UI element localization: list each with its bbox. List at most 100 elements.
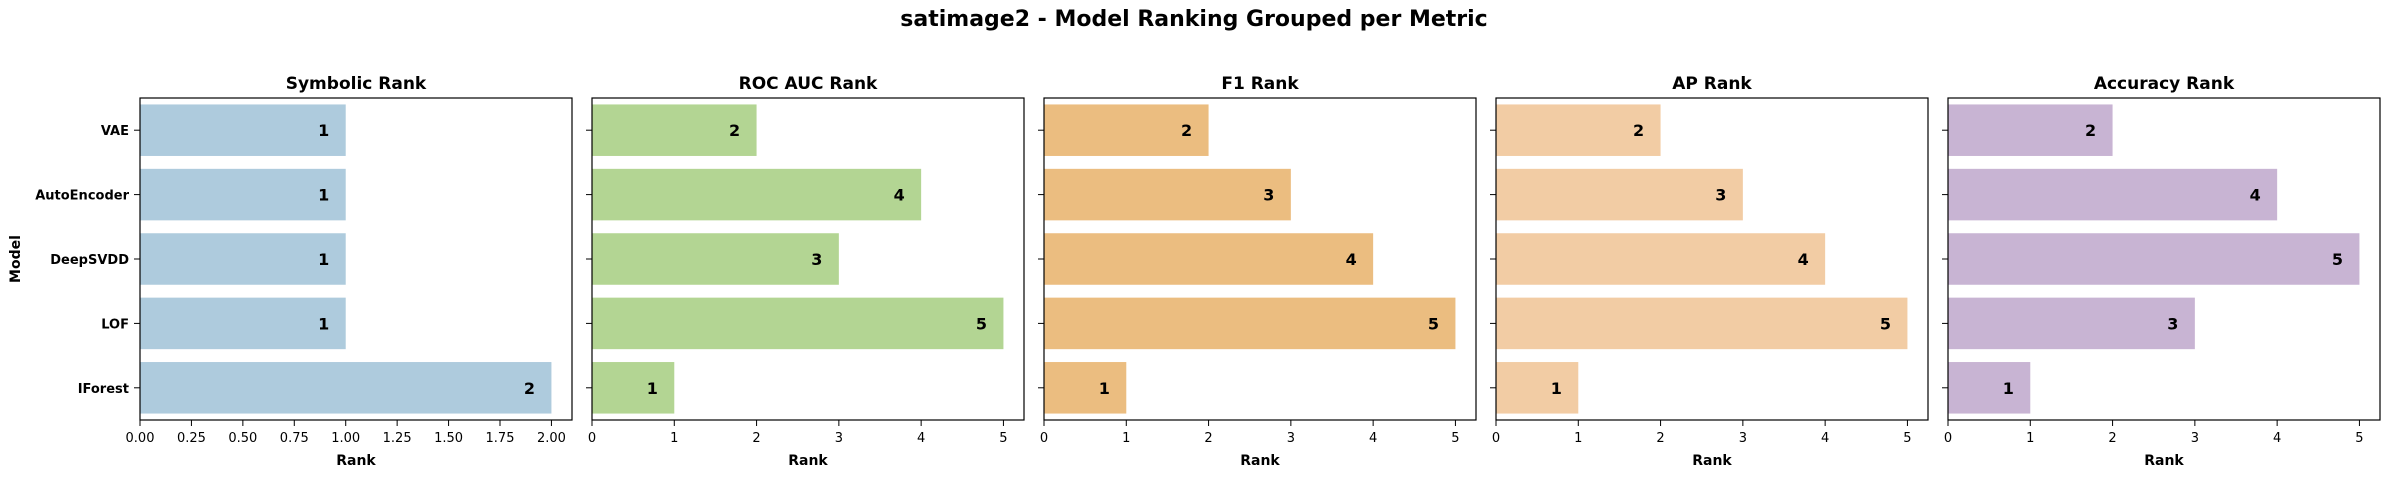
bar-value-label: 3 — [1263, 186, 1274, 205]
bar-value-label: 4 — [1798, 250, 1809, 269]
panel-4: 2 3 4 5 1 0 1 2 3 4 5 AP Rank Rank — [1490, 74, 1929, 469]
bar-value-label: 1 — [318, 250, 329, 269]
bar-value-label: 4 — [2250, 186, 2261, 205]
bar — [140, 362, 552, 414]
bar — [1496, 168, 1743, 221]
x-tick-label: 0 — [1040, 431, 1048, 446]
bar-value-label: 2 — [1181, 121, 1192, 140]
x-tick-label: 5 — [999, 431, 1007, 446]
x-tick-label: 1.75 — [486, 431, 515, 446]
panel-5: 2 4 5 3 1 0 1 2 3 4 5 Accuracy Rank Rank — [1942, 74, 2381, 469]
x-tick-label: 0.25 — [177, 431, 206, 446]
x-axis-label: Rank — [788, 453, 828, 469]
x-tick-label: 3 — [1739, 431, 1747, 446]
category-label: IForest — [78, 382, 129, 397]
panel-title: Symbolic Rank — [286, 74, 427, 94]
bar — [140, 104, 346, 156]
bar-value-label: 4 — [894, 186, 905, 205]
bar — [1948, 104, 2113, 156]
category-label: LOF — [101, 317, 129, 332]
bar-value-label: 4 — [1346, 250, 1357, 269]
bar-value-label: 2 — [1633, 121, 1644, 140]
x-tick-label: 2 — [2108, 431, 2116, 446]
bar-value-label: 3 — [811, 250, 822, 269]
x-tick-label: 4 — [2273, 431, 2281, 446]
bar — [592, 104, 757, 156]
axes-frame — [591, 97, 1025, 421]
bar — [592, 297, 1004, 350]
bar-value-label: 2 — [729, 121, 740, 140]
x-tick-label: 1 — [670, 431, 678, 446]
bar — [1496, 362, 1579, 414]
bar-value-label: 1 — [1551, 379, 1562, 398]
x-tick-label: 1 — [1122, 431, 1130, 446]
bar — [1044, 233, 1374, 285]
bar-value-label: 1 — [647, 379, 658, 398]
x-tick-label: 2.00 — [537, 431, 566, 446]
bar — [1044, 168, 1291, 221]
category-label: VAE — [101, 124, 129, 139]
axes-frame — [139, 97, 573, 421]
bar — [1948, 168, 2278, 221]
x-tick-label: 0.75 — [280, 431, 309, 446]
x-tick-label: 0 — [588, 431, 596, 446]
x-tick-label: 0.50 — [228, 431, 257, 446]
x-tick-label: 0 — [1944, 431, 1952, 446]
bar-value-label: 5 — [976, 314, 987, 333]
panel-title: Accuracy Rank — [2094, 74, 2235, 94]
bar — [592, 168, 922, 221]
x-axis-label: Rank — [1692, 453, 1732, 469]
x-tick-label: 1 — [1574, 431, 1582, 446]
panel-title: ROC AUC Rank — [739, 74, 878, 94]
bar-value-label: 2 — [524, 379, 535, 398]
x-axis-label: Rank — [2144, 453, 2184, 469]
x-tick-label: 1.50 — [434, 431, 463, 446]
x-tick-label: 3 — [2191, 431, 2199, 446]
bar — [140, 297, 346, 350]
x-tick-label: 4 — [1821, 431, 1829, 446]
x-tick-label: 5 — [2355, 431, 2363, 446]
x-tick-label: 3 — [1287, 431, 1295, 446]
x-tick-label: 0.00 — [126, 431, 155, 446]
bar-value-label: 3 — [1715, 186, 1726, 205]
panel-title: AP Rank — [1672, 74, 1752, 94]
bar-value-label: 5 — [1880, 314, 1891, 333]
bar-value-label: 3 — [2167, 314, 2178, 333]
x-tick-label: 0 — [1492, 431, 1500, 446]
bar — [1496, 297, 1908, 350]
bar-value-label: 1 — [318, 121, 329, 140]
bar-value-label: 5 — [2332, 250, 2343, 269]
axes-frame — [1947, 97, 2381, 421]
panel-1: 1 VAE 1 AutoEncoder 1 DeepSVDD 1 LOF 2 IForest 0.0… — [8, 74, 573, 469]
bar — [592, 233, 839, 285]
figure-title: satimage2 - Model Ranking Grouped per Me… — [900, 7, 1487, 32]
bar — [1948, 233, 2360, 285]
x-tick-label: 4 — [917, 431, 925, 446]
bar — [1044, 362, 1127, 414]
bar — [1948, 362, 2031, 414]
panel-2: 2 4 3 5 1 0 1 2 3 4 5 ROC AUC Rank Rank — [586, 74, 1025, 469]
bar — [1948, 297, 2195, 350]
axes-frame — [1043, 97, 1477, 421]
bar — [1496, 104, 1661, 156]
x-tick-label: 5 — [1903, 431, 1911, 446]
bar-value-label: 1 — [1099, 379, 1110, 398]
axes-frame — [1495, 97, 1929, 421]
bar-value-label: 2 — [2085, 121, 2096, 140]
x-tick-label: 3 — [835, 431, 843, 446]
bar-value-label: 1 — [318, 186, 329, 205]
x-tick-label: 2 — [1204, 431, 1212, 446]
bar-value-label: 5 — [1428, 314, 1439, 333]
x-tick-label: 4 — [1369, 431, 1377, 446]
bar-value-label: 1 — [2003, 379, 2014, 398]
bar — [140, 233, 346, 285]
x-tick-label: 2 — [1656, 431, 1664, 446]
x-tick-label: 1.25 — [383, 431, 412, 446]
x-tick-label: 1.00 — [331, 431, 360, 446]
x-axis-label: Rank — [336, 453, 376, 469]
panels: 1 VAE 1 AutoEncoder 1 DeepSVDD 1 LOF 2 IForest 0.0… — [8, 74, 2381, 469]
category-label: DeepSVDD — [50, 253, 129, 268]
y-axis-label: Model — [8, 235, 24, 283]
